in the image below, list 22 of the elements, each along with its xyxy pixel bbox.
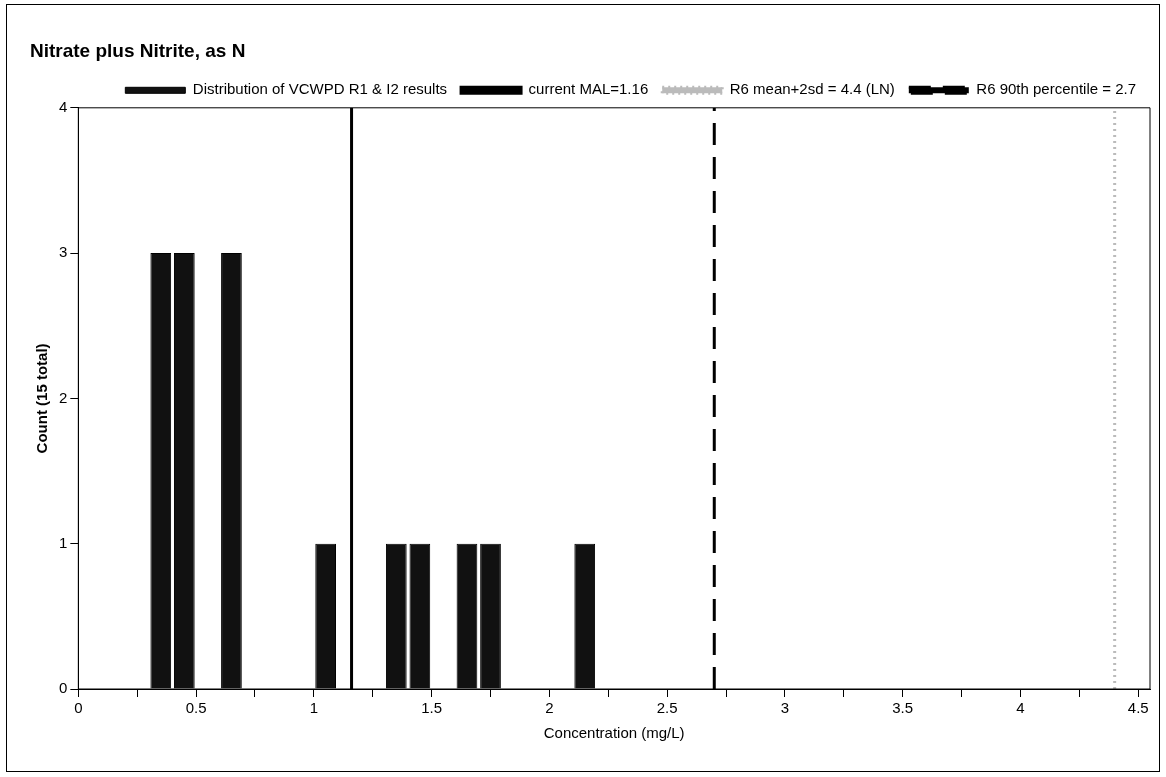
chart-title: Nitrate plus Nitrite, as N: [30, 39, 246, 61]
x-tick-label: 1.5: [421, 699, 443, 717]
legend-label: Distribution of VCWPD R1 & I2 results: [192, 80, 448, 98]
x-tick-label: 4: [1016, 699, 1025, 717]
x-tick-label: 0.5: [185, 699, 207, 717]
y-tick-label: 3: [59, 243, 68, 261]
x-tick-label: 2: [545, 699, 554, 717]
x-tick-label: 0: [74, 699, 83, 717]
x-tick-label: 4.5: [1127, 699, 1149, 717]
x-axis-title: Concentration (mg/L): [543, 724, 685, 742]
y-axis-title: Count (15 total): [33, 343, 51, 454]
y-tick-label: 2: [59, 388, 68, 406]
x-tick-label: 2.5: [656, 699, 678, 717]
y-tick-label: 1: [59, 533, 68, 551]
x-tick-label: 3: [780, 699, 790, 717]
y-tick-label: 4: [59, 97, 68, 115]
x-tick-label: 1: [309, 699, 319, 717]
x-tick-label: 3.5: [892, 699, 914, 717]
y-tick-label: 0: [59, 679, 68, 697]
legend-label: R6 mean+2sd = 4.4 (LN): [729, 80, 895, 98]
legend-label: current MAL=1.16: [528, 80, 649, 98]
legend-label: R6 90th percentile = 2.7: [976, 80, 1137, 98]
